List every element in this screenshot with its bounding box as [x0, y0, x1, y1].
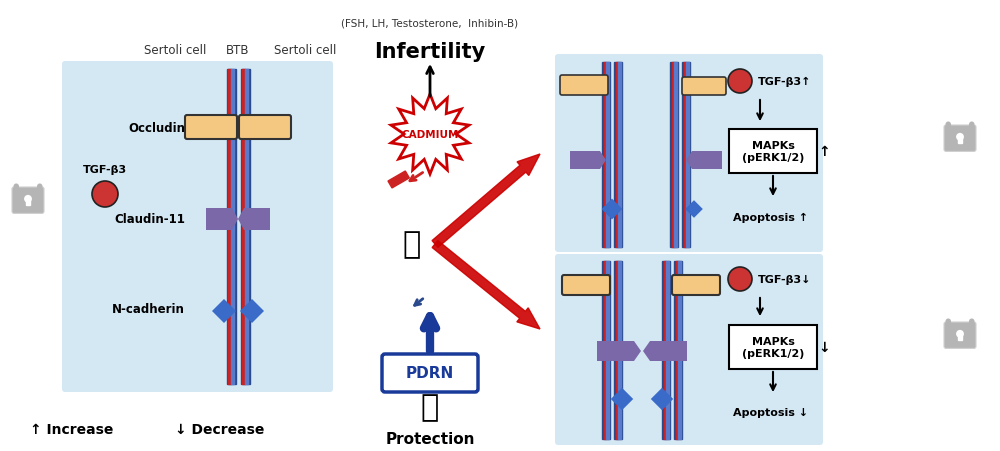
Bar — [604, 63, 606, 248]
Polygon shape — [611, 388, 633, 410]
Bar — [666, 262, 669, 439]
Polygon shape — [602, 199, 622, 220]
Bar — [606, 63, 609, 248]
Bar — [240, 70, 250, 384]
Circle shape — [956, 330, 964, 338]
Text: ↓ Decrease: ↓ Decrease — [175, 422, 264, 436]
Text: MAPKs
(pERK1/2): MAPKs (pERK1/2) — [742, 141, 804, 162]
Polygon shape — [570, 152, 606, 170]
FancyBboxPatch shape — [555, 254, 823, 445]
Text: MAPKs
(pERK1/2): MAPKs (pERK1/2) — [742, 336, 804, 358]
Polygon shape — [240, 299, 264, 323]
Bar — [614, 63, 622, 248]
Circle shape — [92, 182, 118, 207]
FancyBboxPatch shape — [555, 55, 823, 253]
Bar — [662, 262, 670, 439]
Text: BTB: BTB — [226, 44, 250, 57]
Text: TGF-β3: TGF-β3 — [83, 165, 127, 175]
FancyBboxPatch shape — [185, 116, 237, 140]
Bar — [686, 63, 689, 248]
FancyBboxPatch shape — [382, 354, 478, 392]
Bar — [606, 262, 609, 439]
Bar — [729, 325, 817, 369]
Text: Apoptosis ↑: Apoptosis ↑ — [733, 212, 808, 222]
Bar — [245, 70, 248, 384]
Polygon shape — [651, 388, 673, 410]
Text: Sertoli cell: Sertoli cell — [144, 44, 206, 57]
Bar — [618, 262, 621, 439]
Polygon shape — [686, 152, 722, 170]
Bar — [674, 262, 682, 439]
FancyBboxPatch shape — [62, 62, 333, 392]
Bar — [228, 70, 231, 384]
Polygon shape — [685, 201, 703, 218]
Bar — [226, 70, 236, 384]
Text: 🐟: 🐟 — [421, 393, 439, 422]
Text: TGF-β3↓: TGF-β3↓ — [758, 274, 812, 285]
Polygon shape — [238, 208, 270, 230]
Text: (FSH, LH, Testosterone,  Inhibin-B): (FSH, LH, Testosterone, Inhibin-B) — [341, 18, 519, 28]
Circle shape — [24, 195, 32, 203]
Bar — [958, 138, 962, 143]
Circle shape — [728, 267, 752, 291]
Polygon shape — [432, 241, 540, 329]
Text: Apoptosis ↓: Apoptosis ↓ — [733, 407, 808, 417]
Bar — [676, 262, 678, 439]
Text: ↑: ↑ — [818, 145, 830, 159]
Text: N-cadherin: N-cadherin — [112, 303, 185, 316]
Bar — [231, 70, 234, 384]
FancyBboxPatch shape — [562, 276, 610, 295]
Bar — [604, 262, 606, 439]
Text: Occludin: Occludin — [128, 121, 185, 134]
Bar — [670, 63, 678, 248]
Bar — [674, 63, 677, 248]
Bar — [602, 262, 610, 439]
Bar — [664, 262, 666, 439]
Bar — [26, 199, 30, 206]
Polygon shape — [212, 299, 236, 323]
Text: Infertility: Infertility — [374, 42, 486, 62]
Bar — [614, 262, 622, 439]
Polygon shape — [432, 155, 540, 248]
Polygon shape — [597, 341, 641, 361]
FancyBboxPatch shape — [12, 188, 44, 214]
Circle shape — [956, 133, 964, 142]
Text: TGF-β3↑: TGF-β3↑ — [758, 77, 812, 87]
Bar — [729, 130, 817, 174]
FancyBboxPatch shape — [944, 322, 976, 349]
Bar — [616, 63, 618, 248]
Bar — [958, 334, 962, 340]
Bar — [618, 63, 621, 248]
Bar — [678, 262, 681, 439]
Text: ↑ Increase: ↑ Increase — [30, 422, 113, 436]
Bar — [616, 262, 618, 439]
FancyBboxPatch shape — [560, 76, 608, 96]
Bar — [682, 63, 690, 248]
Bar — [242, 70, 245, 384]
FancyBboxPatch shape — [682, 78, 726, 96]
FancyBboxPatch shape — [239, 116, 291, 140]
Text: PDRN: PDRN — [406, 366, 454, 381]
Polygon shape — [391, 95, 469, 175]
Text: ↓: ↓ — [818, 340, 830, 354]
Polygon shape — [643, 341, 687, 361]
Bar — [684, 63, 686, 248]
Polygon shape — [206, 208, 238, 230]
FancyBboxPatch shape — [672, 276, 720, 295]
Bar — [672, 63, 674, 248]
Text: Claudin-11: Claudin-11 — [114, 213, 185, 226]
Text: CADMIUM: CADMIUM — [401, 130, 459, 140]
Text: Sertoli cell: Sertoli cell — [274, 44, 336, 57]
Text: Protection: Protection — [385, 432, 475, 446]
FancyBboxPatch shape — [944, 126, 976, 152]
Bar — [602, 63, 610, 248]
Text: 🐁: 🐁 — [403, 230, 421, 259]
Circle shape — [728, 70, 752, 94]
Bar — [388, 172, 409, 189]
